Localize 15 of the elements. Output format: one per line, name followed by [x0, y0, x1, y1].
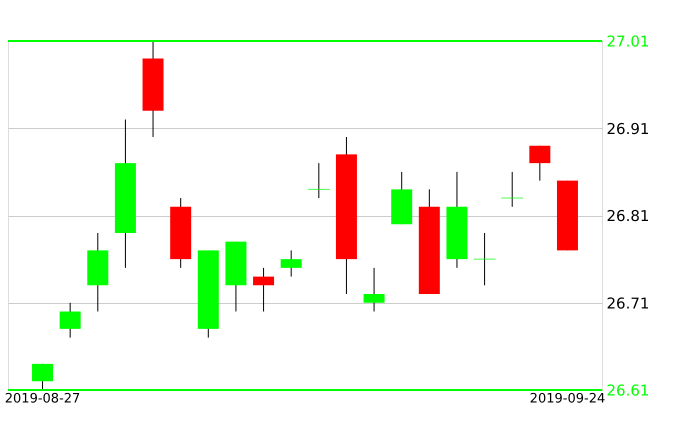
candlestick — [253, 267, 274, 312]
x-tick-label: 2019-08-27 — [4, 392, 80, 406]
candlestick — [280, 250, 302, 278]
candlestick — [501, 171, 524, 208]
y-tick-label: 26.81 — [606, 207, 650, 225]
y-tick-label: 27.01 — [606, 32, 650, 50]
candlestick — [308, 162, 330, 199]
y-tick-label: 26.91 — [606, 120, 650, 138]
candlestick — [60, 302, 81, 338]
x-tick-label: 2019-09-24 — [530, 392, 606, 406]
y-tick-label: 26.61 — [606, 382, 650, 400]
y-tick-label: 26.71 — [606, 294, 650, 312]
candlestick — [529, 145, 550, 182]
candlestick — [474, 232, 496, 286]
candlestick — [364, 267, 385, 312]
